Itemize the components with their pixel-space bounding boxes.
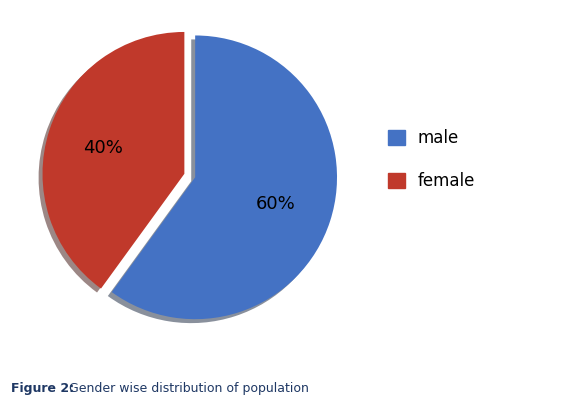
Text: 60%: 60% (256, 195, 296, 213)
Text: Gender wise distribution of population: Gender wise distribution of population (65, 382, 309, 395)
Text: 40%: 40% (83, 139, 123, 156)
Wedge shape (42, 32, 184, 289)
Legend: male, female: male, female (388, 129, 475, 190)
Text: Figure 2:: Figure 2: (11, 382, 75, 395)
Wedge shape (112, 35, 337, 319)
